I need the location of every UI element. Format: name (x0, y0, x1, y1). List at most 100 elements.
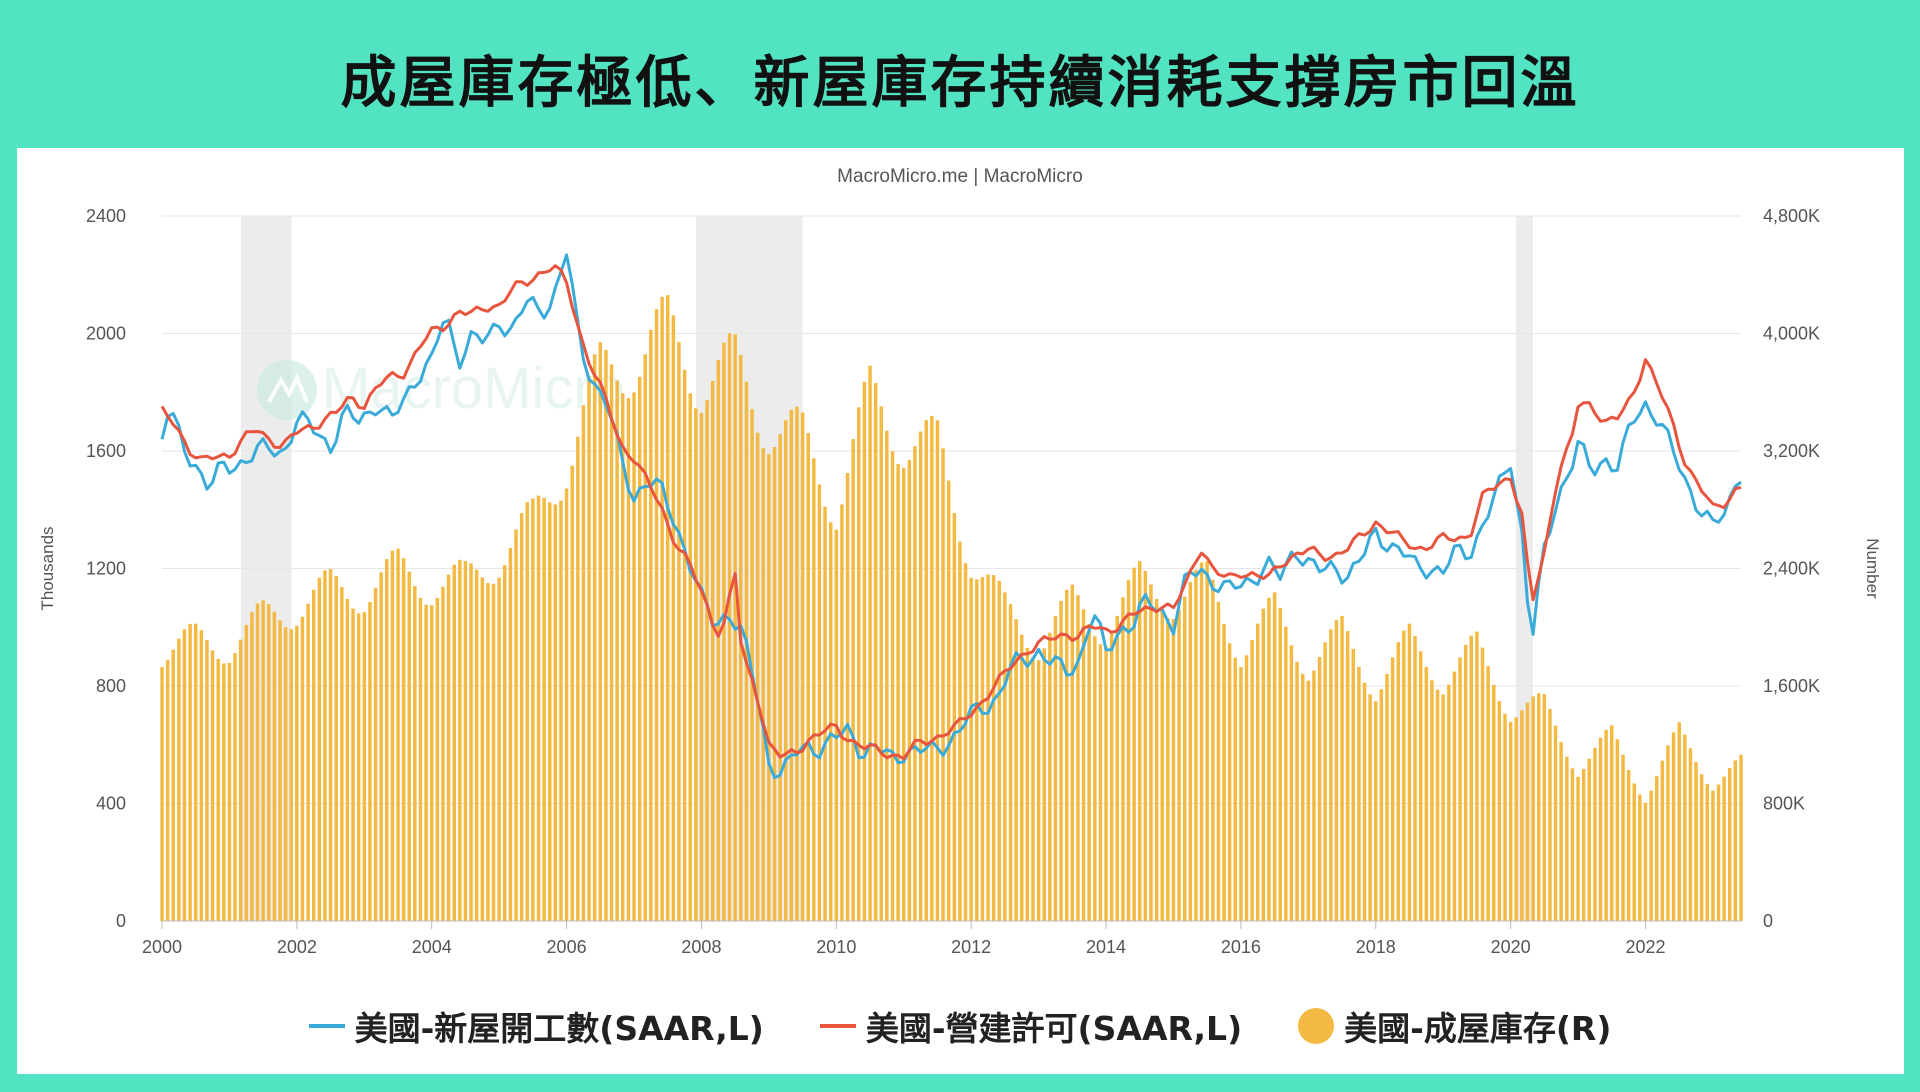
legend-label: 美國-成屋庫存(R) (1344, 1009, 1612, 1048)
inventory-bar (267, 604, 271, 921)
inventory-bar (1132, 567, 1136, 921)
inventory-bar (1413, 636, 1417, 921)
inventory-bar (1053, 616, 1058, 921)
inventory-bar (536, 495, 541, 921)
inventory-bar (694, 408, 698, 921)
inventory-bar (1104, 646, 1108, 921)
left-tick-label: 2400 (86, 206, 126, 226)
inventory-bar (1649, 790, 1653, 921)
x-tick-label: 2022 (1625, 937, 1665, 957)
inventory-bars (160, 295, 1743, 922)
watermark-logo-mark (267, 373, 309, 403)
inventory-bar (233, 653, 237, 921)
inventory-bar (1154, 598, 1159, 921)
inventory-bar (165, 660, 170, 921)
inventory-bar (1059, 600, 1063, 921)
inventory-bar (1267, 597, 1271, 921)
inventory-bar (666, 295, 670, 921)
inventory-bar (1081, 609, 1086, 921)
inventory-bar (1211, 579, 1215, 921)
inventory-bar (688, 393, 692, 921)
inventory-bar (222, 663, 226, 921)
inventory-bar (1121, 597, 1125, 921)
inventory-bar (255, 603, 260, 921)
inventory-bar (1199, 562, 1204, 921)
inventory-bar (1109, 633, 1114, 921)
inventory-bar (514, 529, 518, 921)
inventory-bar (761, 448, 765, 921)
inventory-bar (312, 589, 316, 921)
inventory-bar (177, 638, 181, 921)
right-tick-label: 3,200K (1763, 441, 1820, 461)
legend-item-permits[interactable]: 美國-營建許可(SAAR,L) (819, 1002, 1242, 1050)
inventory-bar (1503, 713, 1507, 921)
inventory-bar (1447, 684, 1451, 921)
legend-line-icon (819, 1024, 856, 1028)
inventory-bar (1705, 783, 1709, 921)
inventory-bar (1368, 694, 1372, 921)
inventory-bar (564, 488, 569, 921)
inventory-bar (227, 662, 232, 921)
inventory-bar (559, 500, 563, 921)
inventory-bar (491, 583, 496, 921)
inventory-bar (1396, 642, 1400, 921)
right-tick-label: 1,600K (1763, 676, 1820, 696)
inventory-bar (317, 577, 322, 921)
inventory-bar (418, 597, 423, 921)
inventory-bar (699, 413, 704, 921)
inventory-bar (1036, 660, 1041, 921)
inventory-bar (1301, 673, 1305, 921)
x-tick-label: 2000 (142, 937, 182, 957)
inventory-bar (632, 392, 636, 921)
inventory-bar (396, 548, 400, 921)
inventory-bar (1604, 729, 1608, 921)
inventory-bar (857, 407, 861, 921)
inventory-bar (334, 576, 338, 921)
inventory-bar (710, 380, 715, 921)
inventory-bar (1531, 696, 1535, 921)
inventory-bar (1660, 760, 1665, 921)
inventory-bar (626, 398, 631, 922)
inventory-bar (778, 434, 782, 921)
inventory-bar (1244, 655, 1249, 921)
inventory-bar (913, 446, 917, 921)
inventory-bar (592, 354, 597, 921)
inventory-bar (1542, 694, 1547, 921)
inventory-bar (902, 467, 906, 921)
inventory-bar (1278, 608, 1282, 921)
inventory-bar (1626, 770, 1631, 921)
inventory-bar (1598, 737, 1603, 921)
inventory-bar (188, 623, 192, 921)
inventory-bar (643, 354, 647, 921)
legend-item-starts[interactable]: 美國-新屋開工數(SAAR,L) (308, 1002, 764, 1050)
inventory-bar (991, 575, 996, 921)
inventory-bar (1514, 717, 1518, 921)
inventory-bar (621, 393, 625, 921)
inventory-bar (1340, 615, 1344, 921)
inventory-bar (244, 625, 249, 921)
right-tick-label: 2,400K (1763, 559, 1820, 579)
inventory-bar (795, 406, 799, 921)
inventory-bar (598, 342, 603, 922)
x-tick-label: 2010 (816, 937, 856, 957)
inventory-bar (1553, 725, 1558, 921)
legend-item-inventory[interactable]: 美國-成屋庫存(R) (1298, 1002, 1611, 1050)
inventory-bar (823, 506, 827, 921)
left-tick-label: 400 (96, 794, 126, 814)
inventory-bar (1115, 615, 1119, 921)
inventory-bar (1362, 682, 1367, 921)
inventory-bar (1345, 631, 1350, 921)
inventory-bar (182, 629, 187, 921)
inventory-bar (1419, 651, 1423, 921)
inventory-bar (1138, 561, 1142, 921)
inventory-bar (469, 563, 473, 921)
inventory-bar (1143, 570, 1148, 921)
inventory-bar (345, 598, 350, 921)
x-tick-label: 2004 (412, 937, 452, 957)
inventory-bar (1671, 732, 1676, 921)
inventory-bar (868, 365, 872, 922)
inventory-bar (789, 409, 794, 921)
inventory-bar (272, 611, 277, 921)
inventory-bar (194, 623, 198, 921)
inventory-bar (1295, 661, 1299, 921)
